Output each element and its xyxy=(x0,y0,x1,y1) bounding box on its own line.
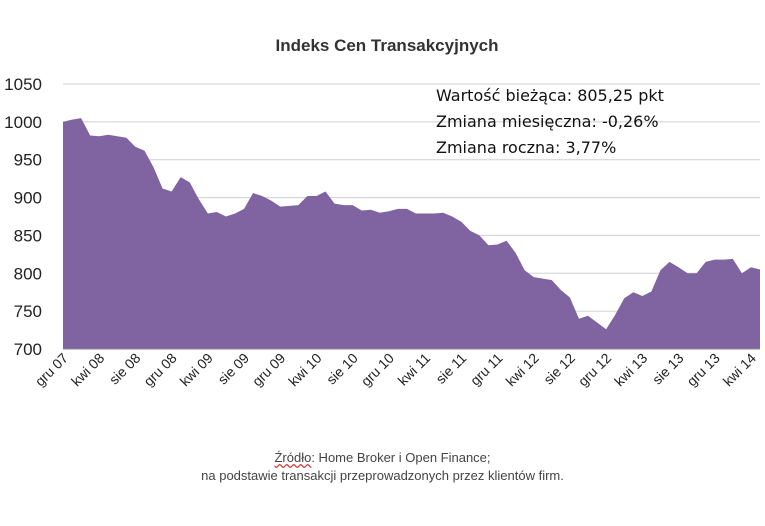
y-tick-label: 800 xyxy=(14,264,42,283)
x-tick-label: gru 11 xyxy=(467,350,506,389)
x-tick-label: kwi 11 xyxy=(395,350,434,389)
x-tick-label: sie 10 xyxy=(323,350,361,388)
info-monthly-change: Zmiana miesięczna: -0,26% xyxy=(436,112,659,131)
area-path xyxy=(63,118,760,349)
source-text: : Home Broker i Open Finance; xyxy=(311,450,491,465)
y-tick-label: 1050 xyxy=(4,75,42,94)
y-tick-label: 700 xyxy=(14,340,42,359)
x-tick-label: kwi 13 xyxy=(611,350,651,390)
x-tick-label: kwi 14 xyxy=(720,350,760,390)
x-tick-label: kwi 10 xyxy=(285,350,325,390)
y-tick-label: 850 xyxy=(14,226,42,245)
info-current-value: Wartość bieżąca: 805,25 pkt xyxy=(436,86,664,105)
x-tick-label: gru 10 xyxy=(358,350,398,390)
x-tick-label: gru 13 xyxy=(683,350,723,390)
source-note-line2: na podstawie transakcji przeprowadzonych… xyxy=(201,468,564,483)
info-yearly-change: Zmiana roczna: 3,77% xyxy=(436,138,616,157)
x-tick-label: gru 09 xyxy=(249,350,289,390)
info-box: Wartość bieżąca: 805,25 pkt Zmiana miesi… xyxy=(436,86,664,157)
y-tick-label: 750 xyxy=(14,302,42,321)
x-tick-label: sie 08 xyxy=(106,350,144,388)
x-tick-label: sie 09 xyxy=(214,350,252,388)
source-label: Źródło xyxy=(274,450,312,465)
chart-title: Indeks Cen Transakcyjnych xyxy=(276,36,499,55)
x-tick-label: kwi 09 xyxy=(177,350,217,390)
y-tick-label: 900 xyxy=(14,189,42,208)
x-tick-label: kwi 12 xyxy=(502,350,542,390)
y-axis-ticks: 700 750 800 850 900 950 1000 1050 xyxy=(4,75,42,359)
source-note: Źródło: Home Broker i Open Finance; xyxy=(0,448,765,468)
x-tick-label: gru 12 xyxy=(575,350,615,390)
x-tick-label: kwi 08 xyxy=(68,350,108,390)
x-tick-label: sie 12 xyxy=(540,350,578,388)
y-tick-label: 950 xyxy=(14,151,42,170)
area-series xyxy=(63,118,760,350)
y-tick-label: 1000 xyxy=(4,113,42,132)
x-tick-label: sie 11 xyxy=(432,350,469,387)
x-tick-label: sie 13 xyxy=(649,350,687,388)
x-tick-label: gru 08 xyxy=(140,350,180,390)
